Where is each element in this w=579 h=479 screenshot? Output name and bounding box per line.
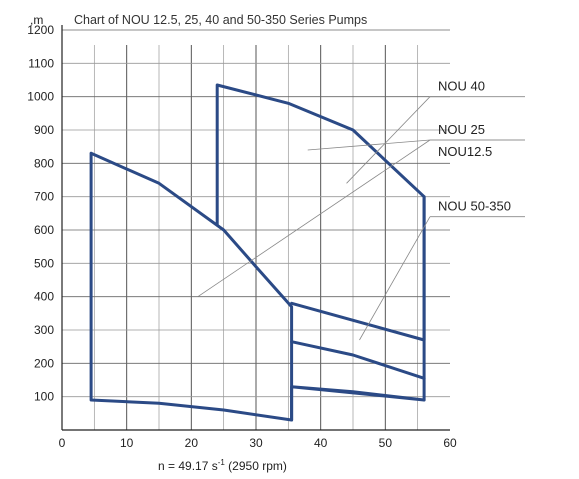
chart-title: Chart of NOU 12.5, 25, 40 and 50-350 Ser…	[74, 13, 367, 27]
y-tick-label: 200	[34, 356, 54, 370]
x-tick-label: 40	[314, 436, 328, 450]
x-tick-label: 0	[59, 436, 66, 450]
y-tick-label: 1000	[27, 90, 54, 104]
annotation-label: NOU 50-350	[438, 199, 511, 214]
pump-regions	[89, 83, 426, 422]
y-tick-label: 500	[34, 256, 54, 270]
x-tick-label: 60	[443, 436, 457, 450]
y-tick-label: 100	[34, 390, 54, 404]
annotation-label: NOU12.5	[438, 144, 492, 159]
annotation-label: NOU 25	[438, 122, 485, 137]
x-tick-label: 10	[120, 436, 134, 450]
annotation-leader	[359, 216, 431, 341]
tick-labels: 100 200 300 400 500 600 700 800 900 1000 1100 1200 0…	[27, 23, 457, 450]
grid	[62, 29, 450, 430]
axes	[61, 25, 450, 431]
y-tick-label: 600	[34, 223, 54, 237]
annotation-leader	[307, 139, 431, 151]
annotation-label: NOU 40	[438, 79, 485, 94]
annotation-leader	[197, 139, 431, 297]
y-tick-label: 400	[34, 290, 54, 304]
x-axis-label: n = 49.17 s-1 (2950 rpm)	[158, 458, 287, 473]
x-axis-label-suffix: (2950 rpm)	[225, 459, 287, 473]
y-tick-label: 900	[34, 123, 54, 137]
y-tick-label: 1200	[27, 23, 54, 37]
y-axis-unit: ,m	[30, 13, 43, 27]
y-tick-label: 700	[34, 190, 54, 204]
x-tick-label: 30	[249, 436, 263, 450]
x-axis-label-main: n = 49.17 s	[158, 459, 218, 473]
region-outline	[290, 340, 426, 380]
annotations: NOU 40 NOU 25 NOU12.5 NOU 50-350	[197, 79, 525, 341]
annotation-leader	[346, 96, 431, 184]
region-outline	[89, 151, 294, 422]
x-tick-label: 50	[379, 436, 393, 450]
x-tick-label: 20	[185, 436, 199, 450]
y-tick-label: 1100	[28, 56, 54, 70]
y-tick-label: 300	[34, 323, 54, 337]
x-axis-label-sup: -1	[218, 458, 226, 467]
region-outline	[290, 385, 426, 422]
y-tick-label: 800	[34, 156, 54, 170]
